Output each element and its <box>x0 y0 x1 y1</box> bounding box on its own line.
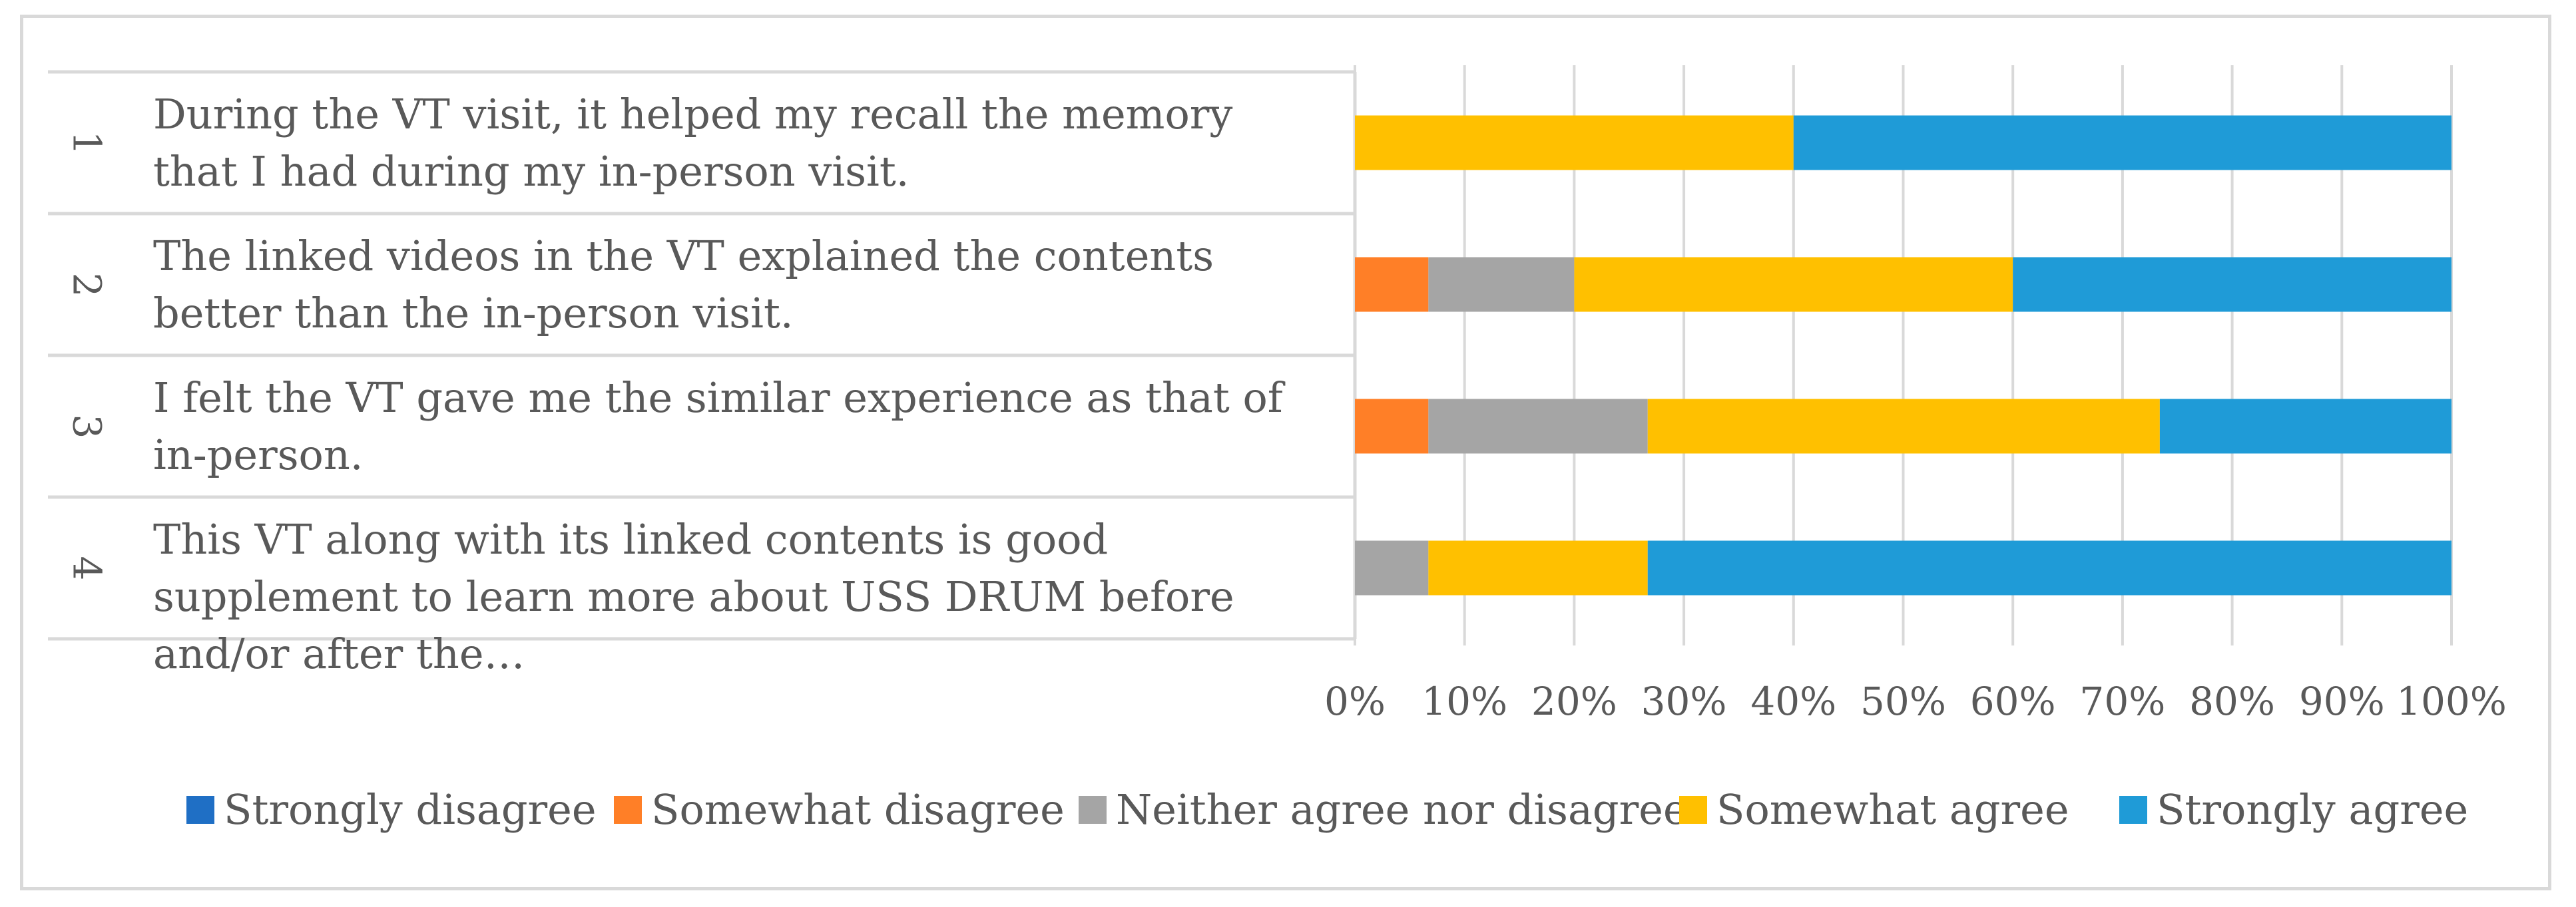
x-tick-label: 30% <box>1641 679 1727 724</box>
row-number: 4 <box>64 556 110 580</box>
x-tick-label: 0% <box>1324 679 1386 724</box>
category-label: The linked videos in the VT explained th… <box>153 231 1214 337</box>
bar-segment <box>1647 399 2160 454</box>
x-tick-label: 100% <box>2396 679 2507 724</box>
bar-segment <box>1428 540 1648 596</box>
bar-segment <box>2159 399 2451 454</box>
legend-swatch <box>1079 795 1107 824</box>
bar-segment <box>1355 257 1429 312</box>
legend-item: Somewhat agree <box>1679 785 2069 834</box>
bar-segment <box>1355 399 1429 454</box>
category-label: This VT along with its linked contents i… <box>153 514 1234 678</box>
legend-swatch <box>614 795 642 824</box>
legend-item: Somewhat disagree <box>614 785 1065 834</box>
bar-segment <box>1428 399 1648 454</box>
row-number: 3 <box>64 414 110 439</box>
legend-label: Strongly agree <box>2157 785 2469 834</box>
category-label: I felt the VT gave me the similar experi… <box>153 373 1283 479</box>
x-tick-label: 10% <box>1421 679 1508 724</box>
category-label: During the VT visit, it helped my recall… <box>153 89 1233 196</box>
legend-swatch <box>186 795 214 824</box>
x-tick-label: 70% <box>2079 679 2166 724</box>
x-tick-label: 90% <box>2298 679 2385 724</box>
legend-label: Strongly disagree <box>224 785 597 834</box>
row-number: 2 <box>64 272 110 297</box>
bar-segment <box>1647 540 2451 596</box>
legend-swatch <box>1679 795 1707 824</box>
bar-segment <box>2013 257 2451 312</box>
bar-segment <box>1355 115 1794 170</box>
legend-label: Neither agree nor disagree <box>1116 785 1688 834</box>
bar-segment <box>1428 257 1575 312</box>
x-tick-label: 50% <box>1860 679 1946 724</box>
legend-item: Strongly disagree <box>186 785 597 834</box>
x-tick-label: 60% <box>1969 679 2056 724</box>
x-tick-label: 80% <box>2189 679 2276 724</box>
bar-segment <box>1574 257 2013 312</box>
bar-segment <box>1355 540 1429 596</box>
legend-swatch <box>2119 795 2147 824</box>
legend-label: Somewhat disagree <box>651 785 1065 834</box>
bar-segment <box>1793 115 2451 170</box>
x-tick-label: 40% <box>1750 679 1837 724</box>
x-tick-label: 20% <box>1531 679 1617 724</box>
legend-label: Somewhat agree <box>1716 785 2069 834</box>
row-number: 1 <box>64 130 110 155</box>
legend-item: Neither agree nor disagree <box>1079 785 1688 834</box>
legend-item: Strongly agree <box>2119 785 2468 834</box>
